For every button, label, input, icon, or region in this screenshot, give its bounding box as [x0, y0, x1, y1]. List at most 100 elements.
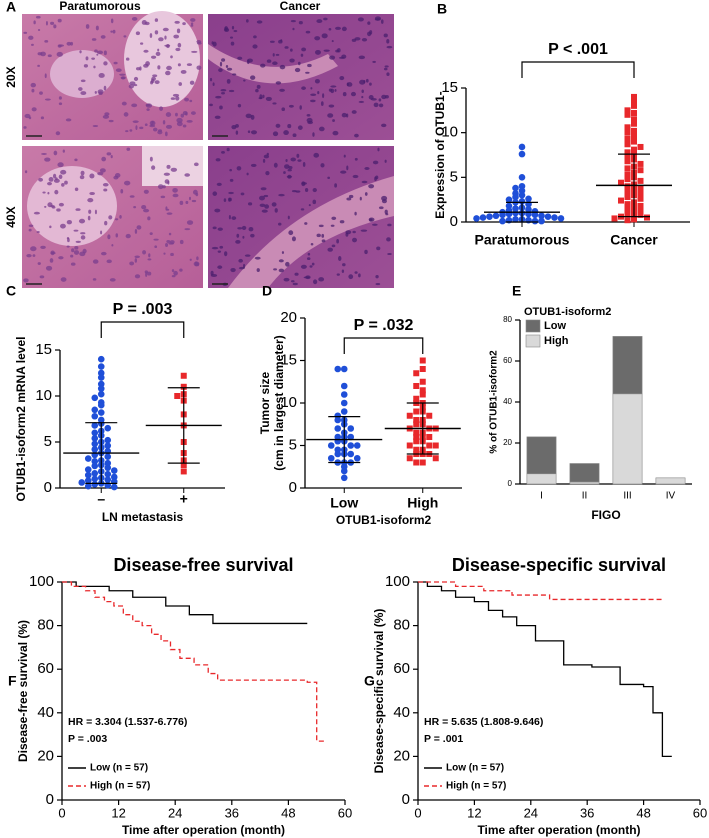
data-point [104, 436, 112, 444]
data-point [518, 198, 526, 205]
tissue-cell [64, 180, 68, 185]
data-point [624, 124, 631, 131]
tissue-cell [271, 202, 277, 207]
y-axis-label: Disease-specific survival (%) [372, 609, 386, 774]
tissue-cell [237, 227, 243, 230]
tissue-cell [44, 73, 47, 79]
x-tick-label: 48 [281, 805, 295, 820]
data-point [406, 455, 413, 462]
tissue-cell [126, 147, 131, 151]
tissue-cell [162, 120, 166, 125]
tissue-cell [330, 85, 337, 88]
tissue-cell [332, 119, 335, 122]
tissue-cell [228, 197, 232, 202]
data-point [413, 383, 420, 389]
tissue-cell [131, 17, 138, 21]
tissue-cell [321, 239, 326, 243]
tissue-cell [358, 100, 365, 103]
tissue-cell [47, 191, 50, 195]
tissue-cell [364, 249, 368, 255]
tissue-cell [153, 238, 159, 241]
data-point [91, 422, 99, 429]
significance-bracket [343, 337, 424, 354]
tissue-cell [318, 126, 325, 132]
x-tick-label: 12 [467, 805, 481, 820]
y-axis-label: % of OTUB1-isoform2 [489, 350, 500, 454]
tissue-cell [321, 33, 328, 39]
data-point [413, 421, 420, 428]
tissue-cell [323, 17, 328, 21]
tissue-cell [186, 119, 193, 123]
data-point [91, 440, 99, 448]
tissue-cell [159, 106, 164, 111]
tissue-cell [291, 189, 297, 193]
tissue-cell [345, 230, 352, 235]
tissue-cell [96, 50, 104, 55]
tissue-cell [348, 274, 354, 280]
tissue-cell [360, 229, 368, 232]
tissue-cell [365, 78, 369, 83]
tissue-cell [233, 29, 238, 33]
tissue-cell [240, 192, 245, 196]
tissue-cell [297, 159, 302, 162]
tissue-cell [176, 117, 183, 123]
tissue-cell [92, 278, 97, 281]
tissue-cell [58, 102, 63, 106]
tissue-cell [263, 154, 270, 159]
tissue-cell [209, 103, 213, 107]
tissue-cell [384, 94, 389, 99]
tissue-cell [328, 104, 335, 108]
tissue-cell [346, 197, 352, 201]
tissue-cell [247, 202, 253, 206]
tissue-cell [250, 233, 255, 238]
tissue-cell [209, 77, 213, 82]
data-point [413, 446, 420, 453]
tissue-cell [120, 76, 126, 80]
data-point [413, 459, 420, 466]
data-point [97, 363, 105, 370]
tissue-cell [313, 279, 318, 285]
histology-panel [22, 11, 394, 288]
tissue-cell [80, 170, 85, 176]
tissue-cell [135, 31, 141, 36]
tissue-cell [235, 239, 241, 244]
tissue-cell [354, 133, 359, 138]
data-point [353, 442, 361, 449]
tissue-cell [79, 50, 82, 54]
data-point [413, 438, 420, 445]
tissue-cell [376, 246, 381, 251]
tissue-cell [287, 168, 292, 172]
tissue-cell [367, 31, 372, 37]
tissue-cell [141, 204, 147, 210]
tissue-cell [41, 152, 47, 155]
y-tick-label: 0 [44, 479, 52, 496]
tissue-cell [170, 167, 178, 172]
tissue-cell [310, 93, 317, 97]
data-point [618, 197, 624, 204]
tissue-cell [79, 251, 86, 257]
tissue-cell [288, 230, 294, 236]
data-point [334, 425, 342, 432]
data-point [97, 380, 105, 388]
tissue-stroma [228, 176, 394, 288]
tissue-cell [250, 130, 258, 135]
tissue-cell [375, 175, 379, 180]
data-point [91, 435, 99, 442]
tissue-cell [312, 132, 315, 137]
tissue-cell [299, 105, 302, 110]
tissue-cell [129, 261, 135, 266]
data-point [97, 355, 105, 363]
tissue-cell [189, 80, 195, 85]
tissue-cell [327, 113, 334, 118]
tissue-cell [48, 177, 54, 182]
data-point [347, 433, 355, 441]
tissue-cell [190, 18, 196, 22]
data-point [340, 474, 348, 482]
tissue-cell [70, 262, 76, 266]
tissue-cell [28, 224, 34, 228]
data-point [419, 391, 426, 398]
tissue-cell [45, 265, 53, 271]
tissue-cell [120, 189, 124, 194]
tissue-cell [162, 27, 169, 32]
tissue-cell [154, 80, 160, 85]
